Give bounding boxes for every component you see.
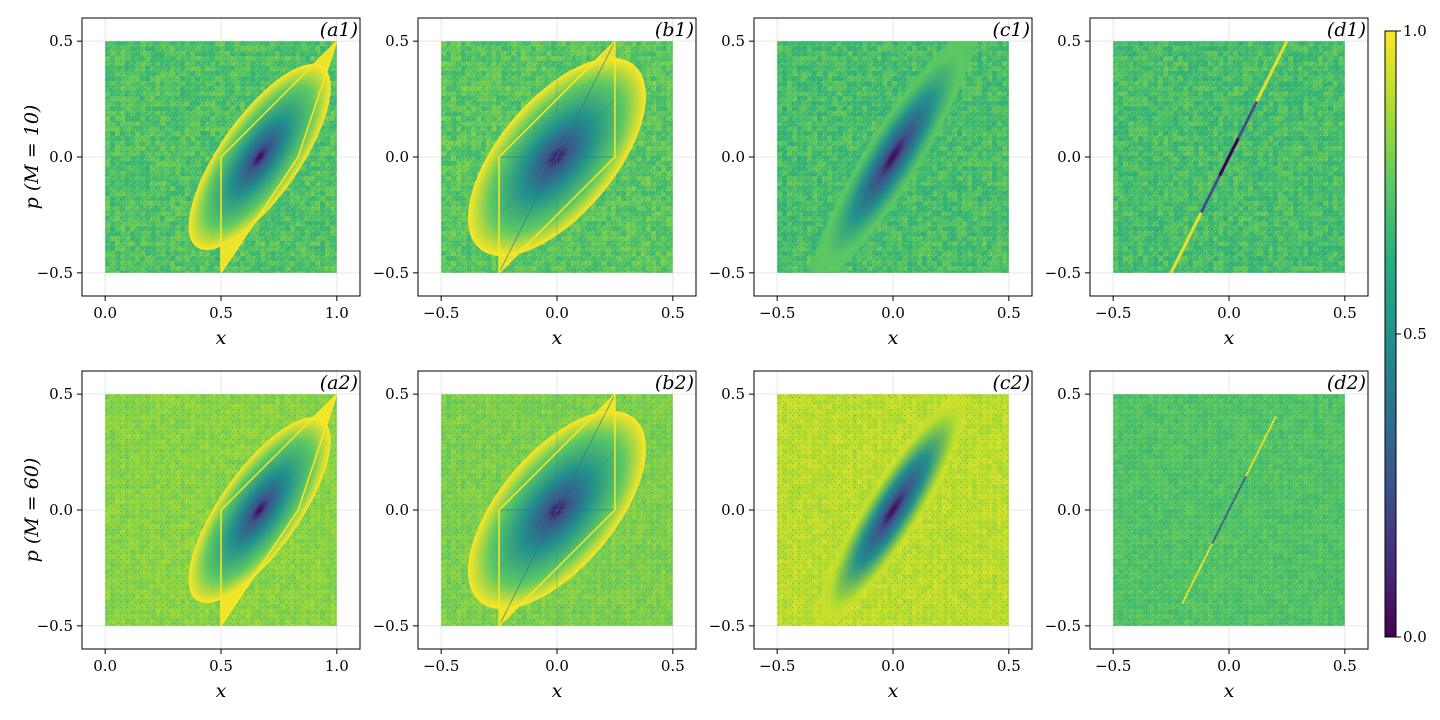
y-tick-label: 0.5 — [49, 385, 73, 403]
y-tick-label: −0.5 — [1045, 264, 1081, 282]
panel-b2: −0.5 0.0 0.5 −0.5 0.0 0.5 x (b2) — [373, 370, 697, 702]
panel-b1: −0.5 0.0 0.5 −0.5 0.0 0.5 x (b1) — [373, 17, 697, 349]
panel-d2: −0.5 0.0 0.5 −0.5 0.0 0.5 x (d2) — [1045, 370, 1369, 702]
panel-label: (a1) — [320, 19, 358, 41]
x-axis-label: x — [888, 327, 899, 349]
x-tick-label: −0.5 — [1095, 304, 1131, 322]
x-axis-label: x — [552, 327, 563, 349]
y-tick-label: 0.5 — [385, 32, 409, 50]
feature-line — [1169, 41, 1289, 273]
heatmap — [105, 394, 337, 626]
x-tick-label: −0.5 — [759, 657, 795, 675]
x-tick-label: 0.5 — [1333, 657, 1357, 675]
y-tick-label: 0.5 — [721, 32, 745, 50]
y-axis-label-row-2: p (M = 60) — [21, 458, 43, 563]
heatmap — [441, 394, 673, 626]
panel-label: (c1) — [992, 19, 1030, 41]
y-tick-label: 0.0 — [385, 501, 409, 519]
heatmap — [441, 41, 673, 273]
y-tick-label: −0.5 — [373, 264, 409, 282]
colorbar: 0.0 0.5 1.0 — [1384, 22, 1427, 646]
colorbar-tick-label: 0.0 — [1403, 628, 1427, 646]
y-tick-label: 0.5 — [1057, 32, 1081, 50]
x-tick-label: 0.0 — [1217, 304, 1241, 322]
y-tick-label: −0.5 — [1045, 617, 1081, 635]
x-tick-label: 0.0 — [93, 304, 117, 322]
panel-label: (b1) — [655, 19, 694, 41]
y-tick-label: 0.0 — [49, 148, 73, 166]
y-tick-label: 0.5 — [721, 385, 745, 403]
row-labels: p (M = 10) p (M = 60) — [21, 105, 43, 563]
panel-c1: −0.5 0.0 0.5 −0.5 0.0 0.5 x (c1) — [709, 17, 1033, 349]
x-tick-label: −0.5 — [1095, 657, 1131, 675]
feature-ellipse — [810, 41, 976, 273]
y-tick-label: 0.0 — [721, 148, 745, 166]
y-tick-label: −0.5 — [709, 617, 745, 635]
panels-layer: 0.0 0.5 1.0−0.50.00.5x(a1)−0.5 0.0 0.5−0.50.… — [37, 17, 1369, 702]
x-tick-label: 0.5 — [209, 657, 233, 675]
y-tick-label: 0.0 — [49, 501, 73, 519]
x-tick-label: 0.5 — [997, 304, 1021, 322]
x-tick-label: 0.5 — [209, 304, 233, 322]
colorbar-tick-label: 1.0 — [1403, 22, 1427, 40]
x-tick-label: 0.5 — [997, 657, 1021, 675]
panel-label: (a2) — [320, 372, 358, 394]
y-tick-label: 0.5 — [49, 32, 73, 50]
y-tick-label: 0.0 — [721, 501, 745, 519]
x-axis-label: x — [888, 680, 899, 702]
heatmap — [777, 41, 1009, 273]
heatmap — [105, 41, 337, 273]
panel-c2: −0.5 0.0 0.5 −0.5 0.0 0.5 x (c2) — [709, 370, 1033, 702]
x-tick-label: −0.5 — [423, 657, 459, 675]
x-axis-label: x — [1224, 327, 1235, 349]
y-tick-label: 0.0 — [1057, 148, 1081, 166]
x-axis-label: x — [216, 327, 227, 349]
colorbar-gradient — [1385, 31, 1396, 637]
panel-a1: 0.0 0.5 1.0 −0.5 0.0 0.5 x (a1) — [37, 17, 361, 349]
x-tick-label: 1.0 — [325, 304, 349, 322]
x-axis-label: x — [552, 680, 563, 702]
x-tick-label: 0.5 — [661, 657, 685, 675]
feature-rhombus — [467, 41, 647, 273]
feature-dotted-line — [1181, 416, 1277, 604]
x-axis-label: x — [1224, 680, 1235, 702]
feature-rhombus — [467, 394, 647, 626]
y-axis-label-row-1: p (M = 10) — [21, 105, 43, 210]
panel-a2: 0.0 0.5 1.0 −0.5 0.0 0.5 x (a2) — [37, 370, 361, 702]
y-tick-label: 0.5 — [1057, 385, 1081, 403]
feature-triangle — [188, 394, 337, 626]
x-tick-label: 0.5 — [1333, 304, 1357, 322]
heatmap — [1113, 41, 1345, 273]
x-tick-label: 0.0 — [881, 304, 905, 322]
x-tick-label: 0.0 — [93, 657, 117, 675]
y-tick-label: −0.5 — [373, 617, 409, 635]
feature-ellipse — [814, 394, 972, 626]
y-tick-label: −0.5 — [37, 617, 73, 635]
panel-label: (c2) — [992, 372, 1030, 394]
colorbar-tick-label: 0.5 — [1403, 325, 1427, 343]
x-tick-label: 0.0 — [545, 304, 569, 322]
feature-triangle — [188, 41, 337, 273]
x-tick-label: 0.5 — [661, 304, 685, 322]
x-tick-label: 0.0 — [545, 657, 569, 675]
heatmap — [777, 394, 1009, 626]
panel-label: (d2) — [1327, 372, 1366, 394]
y-tick-label: −0.5 — [709, 264, 745, 282]
heatmap — [1113, 394, 1345, 626]
x-tick-label: −0.5 — [423, 304, 459, 322]
y-tick-label: 0.5 — [385, 385, 409, 403]
x-tick-label: −0.5 — [759, 304, 795, 322]
y-tick-label: 0.0 — [385, 148, 409, 166]
y-tick-label: −0.5 — [37, 264, 73, 282]
x-axis-label: x — [216, 680, 227, 702]
x-tick-label: 0.0 — [881, 657, 905, 675]
y-tick-label: 0.0 — [1057, 501, 1081, 519]
x-tick-label: 1.0 — [325, 657, 349, 675]
panel-label: (b2) — [655, 372, 694, 394]
panel-label: (d1) — [1327, 19, 1366, 41]
x-tick-label: 0.0 — [1217, 657, 1241, 675]
panel-d1: −0.5 0.0 0.5 −0.5 0.0 0.5 x (d1) — [1045, 17, 1369, 349]
